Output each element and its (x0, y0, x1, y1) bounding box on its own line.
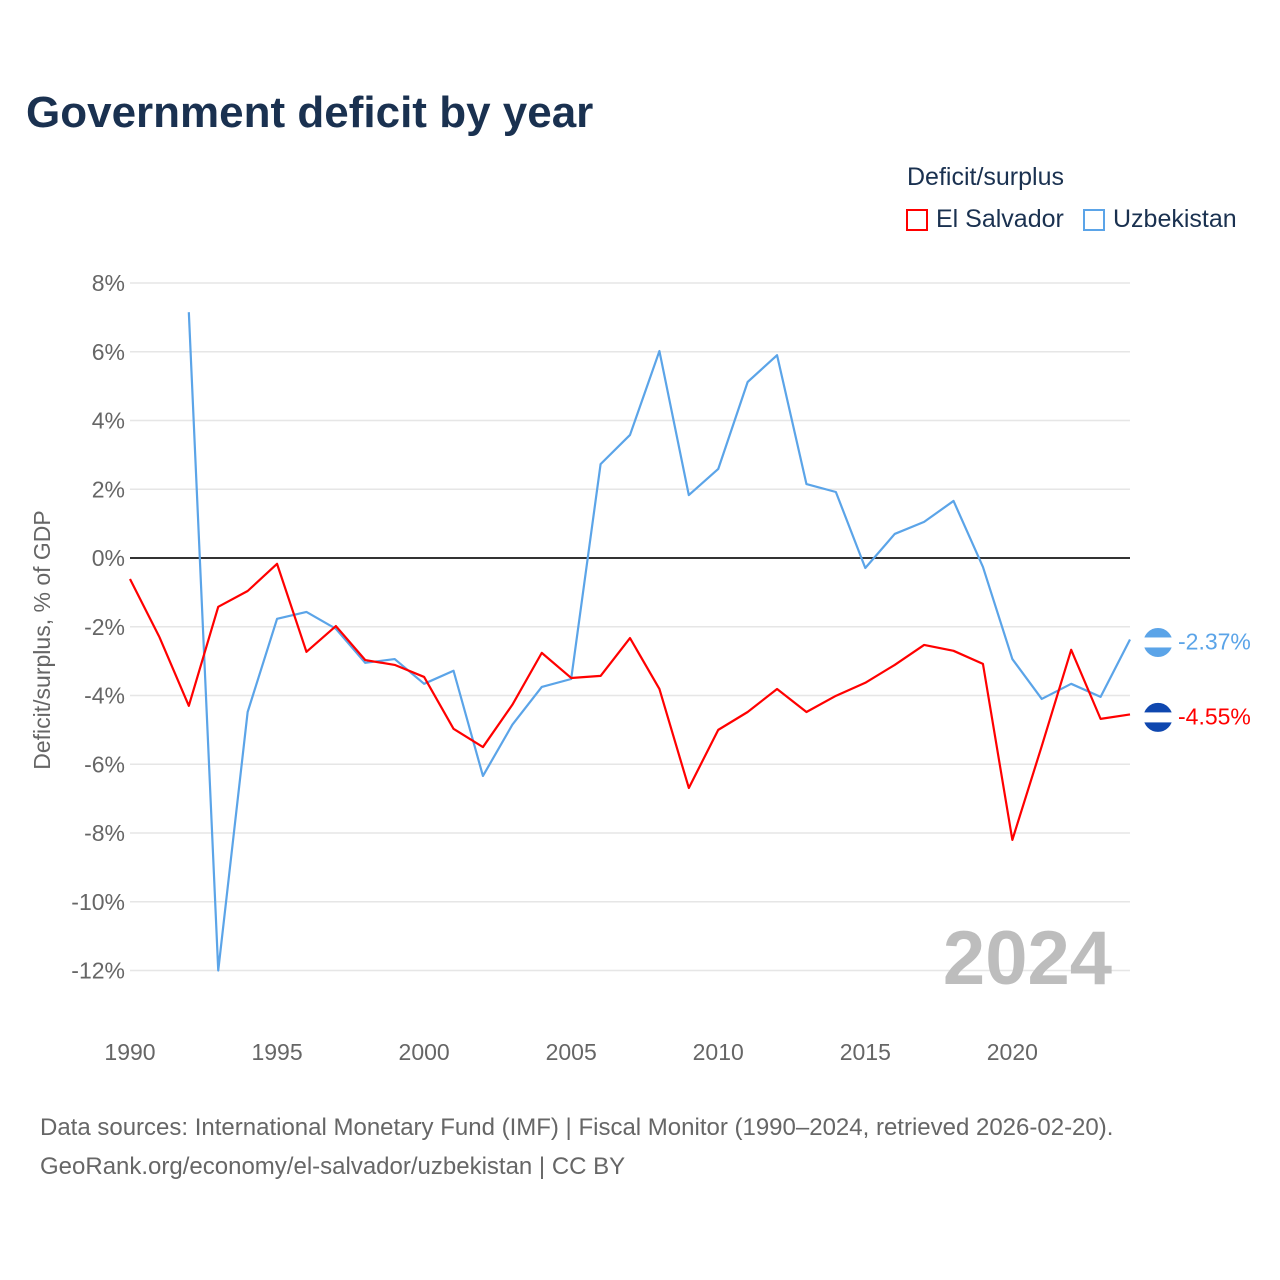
y-tick-label: 2% (92, 476, 125, 502)
series-line-el-salvador (129, 562, 1131, 841)
source-note: Data sources: International Monetary Fun… (40, 1108, 1113, 1186)
end-value-label: -2.37% (1178, 628, 1251, 654)
y-axis-label: Deficit/surplus, % of GDP (29, 510, 55, 769)
legend-title: Deficit/surplus (907, 163, 1064, 191)
x-tick-label: 2010 (693, 1039, 744, 1065)
end-value-label: -4.55% (1178, 703, 1251, 729)
legend-label: Uzbekistan (1113, 205, 1237, 233)
x-tick-label: 1990 (104, 1039, 155, 1065)
legend-item-el-salvador[interactable]: El Salvador (906, 205, 1064, 234)
series-line-uzbekistan (187, 312, 1131, 972)
x-tick-label: 2000 (399, 1039, 450, 1065)
y-tick-label: -4% (84, 683, 125, 709)
y-tick-label: 0% (92, 545, 125, 571)
y-tick-label: -2% (84, 614, 125, 640)
legend-swatch (1083, 208, 1105, 231)
source-link[interactable]: GeoRank.org/economy/el-salvador/uzbekist… (40, 1153, 626, 1180)
source-line: Data sources: International Monetary Fun… (40, 1114, 1114, 1141)
x-tick-label: 2005 (546, 1039, 597, 1065)
y-tick-label: 6% (92, 339, 125, 365)
x-tick-label: 2020 (987, 1039, 1038, 1065)
x-tick-label: 2015 (840, 1039, 891, 1065)
y-tick-label: 8% (92, 270, 125, 296)
flag-stripe (1143, 712, 1173, 723)
y-tick-label: 4% (92, 408, 125, 434)
flag-stripe (1143, 637, 1173, 648)
y-tick-label: -10% (71, 889, 125, 915)
y-tick-label: -12% (71, 958, 125, 984)
chart-title: Government deficit by year (26, 88, 594, 137)
legend-item-uzbekistan[interactable]: Uzbekistan (1083, 205, 1237, 234)
legend-swatch (906, 208, 928, 231)
x-tick-label: 1995 (251, 1039, 302, 1065)
y-tick-label: -8% (84, 820, 125, 846)
year-watermark: 2024 (943, 916, 1112, 1001)
legend-label: El Salvador (936, 205, 1064, 233)
plot-area: 8% 6% 4% 2% 0% -2% -4% -6% -8% -10% -12% 1990 1995 20… (29, 270, 1251, 1065)
y-tick-label: -6% (84, 751, 125, 777)
